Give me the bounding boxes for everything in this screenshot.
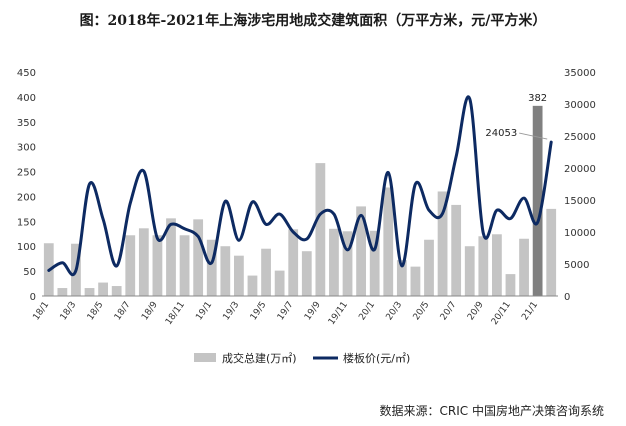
bar (546, 208, 557, 296)
right-axis-tick: 25000 (564, 132, 596, 143)
bar (356, 206, 366, 296)
bar (111, 286, 122, 296)
x-tick-label: 20/5 (412, 300, 432, 322)
x-tick-label: 19/9 (303, 300, 323, 323)
bar (301, 251, 312, 296)
left-axis-tick: 450 (17, 68, 36, 79)
price-line (47, 95, 553, 277)
bar (288, 229, 299, 296)
bar (369, 230, 380, 296)
bar (532, 105, 543, 296)
left-axis-tick: 150 (17, 217, 36, 228)
bar (519, 238, 529, 296)
right-axis-tick: 10000 (564, 228, 596, 239)
left-axis-tick: 400 (17, 93, 36, 104)
right-axis-tick: 20000 (564, 164, 596, 175)
left-axis-tick: 100 (17, 242, 36, 253)
legend-line-label: 楼板价(元/㎡) (343, 351, 410, 365)
right-axis-tick: 15000 (564, 196, 596, 207)
bar (274, 270, 285, 296)
x-tick-label: 19/1 (194, 300, 214, 322)
bar (261, 248, 271, 296)
bar (125, 235, 136, 296)
right-axis-tick: 0 (564, 292, 570, 303)
x-tick-label: 19/3 (222, 300, 242, 322)
chart-title: 图：2018年-2021年上海涉宅用地成交建筑面积（万平方米，元/平方米） (79, 13, 547, 29)
x-tick-label: 20/1 (357, 300, 377, 322)
legend-bar-swatch (194, 353, 216, 362)
bar-data-label: 382 (528, 93, 547, 104)
x-tick-label: 18/3 (59, 300, 79, 322)
bar (98, 282, 108, 296)
x-tick-label: 19/11 (327, 300, 350, 327)
x-tick-label: 20/7 (439, 300, 459, 322)
left-axis-tick: 300 (17, 143, 36, 154)
legend-bar-label: 成交总建(万㎡) (222, 351, 297, 365)
bar (492, 234, 502, 296)
x-tick-label: 20/3 (385, 300, 405, 322)
x-tick-label: 21/1 (520, 300, 540, 322)
bar (329, 228, 339, 296)
bar (247, 275, 258, 296)
bar (193, 219, 204, 296)
left-axis-tick: 200 (17, 192, 36, 203)
bar (424, 239, 434, 296)
bar (451, 204, 462, 296)
left-axis-tick: 250 (17, 168, 36, 179)
x-tick-label: 20/11 (490, 300, 513, 327)
x-tick-label: 18/7 (113, 300, 133, 322)
x-axis-ticks: 18/1 18/3 18/5 18/7 18/9 18/11 19/1 19/3 19/5 19/… (31, 300, 540, 327)
bar (342, 231, 353, 296)
right-axis-tick: 30000 (564, 100, 596, 111)
bar (234, 255, 244, 296)
line-data-label: 24053 (485, 128, 517, 139)
right-axis-ticks: 0 5000 10000 15000 20000 25000 30000 35000 (564, 68, 596, 303)
right-axis-tick: 5000 (564, 260, 589, 271)
bar-series (43, 105, 557, 296)
left-axis-tick: 0 (30, 292, 36, 303)
x-tick-label: 18/1 (31, 300, 51, 322)
source-note: 数据来源：CRIC 中国房地产决策咨询系统 (379, 404, 604, 418)
bar (138, 228, 149, 296)
bar (57, 288, 68, 296)
bar (220, 246, 231, 296)
bar (315, 163, 326, 296)
left-axis-tick: 50 (23, 267, 36, 278)
annotations: 382 24053 (485, 93, 548, 140)
bar (383, 187, 394, 296)
x-tick-label: 19/7 (276, 300, 296, 322)
left-axis-tick: 350 (17, 118, 36, 129)
bar (437, 191, 448, 296)
bar (396, 260, 407, 296)
bar (152, 235, 163, 296)
right-axis-tick: 35000 (564, 68, 596, 79)
x-tick-label: 18/11 (164, 300, 187, 327)
bar (206, 239, 217, 296)
x-tick-label: 18/5 (86, 300, 106, 322)
line-label-leader (519, 132, 548, 140)
bar (179, 235, 190, 296)
x-tick-label: 20/9 (466, 300, 486, 323)
x-tick-label: 18/9 (140, 300, 160, 323)
bar (84, 288, 95, 296)
left-axis-ticks: 0 50 100 150 200 250 300 350 400 450 (17, 68, 36, 303)
bar (505, 274, 516, 296)
bar (166, 218, 176, 296)
bar (410, 266, 421, 296)
legend: 成交总建(万㎡) 楼板价(元/㎡) (194, 351, 410, 365)
x-tick-label: 19/5 (249, 300, 269, 322)
bar (464, 246, 475, 296)
bar (478, 236, 489, 296)
